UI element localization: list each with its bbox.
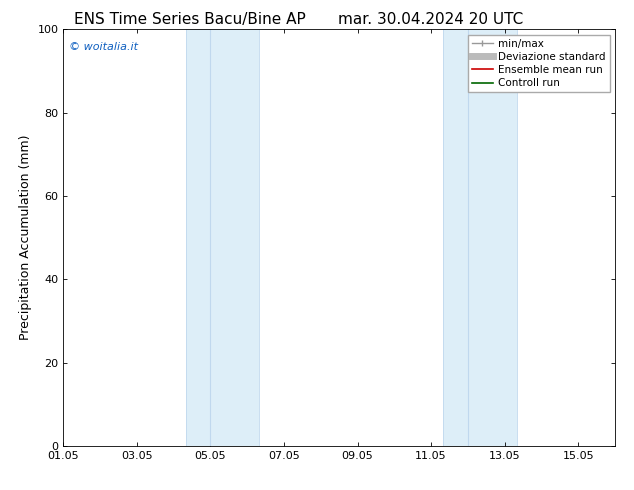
Text: mar. 30.04.2024 20 UTC: mar. 30.04.2024 20 UTC bbox=[339, 12, 524, 27]
Text: ENS Time Series Bacu/Bine AP: ENS Time Series Bacu/Bine AP bbox=[74, 12, 306, 27]
Bar bbox=[443, 29, 517, 446]
Y-axis label: Precipitation Accumulation (mm): Precipitation Accumulation (mm) bbox=[19, 135, 32, 341]
Text: © woitalia.it: © woitalia.it bbox=[69, 42, 138, 52]
Legend: min/max, Deviazione standard, Ensemble mean run, Controll run: min/max, Deviazione standard, Ensemble m… bbox=[468, 35, 610, 92]
Bar bbox=[186, 29, 259, 446]
